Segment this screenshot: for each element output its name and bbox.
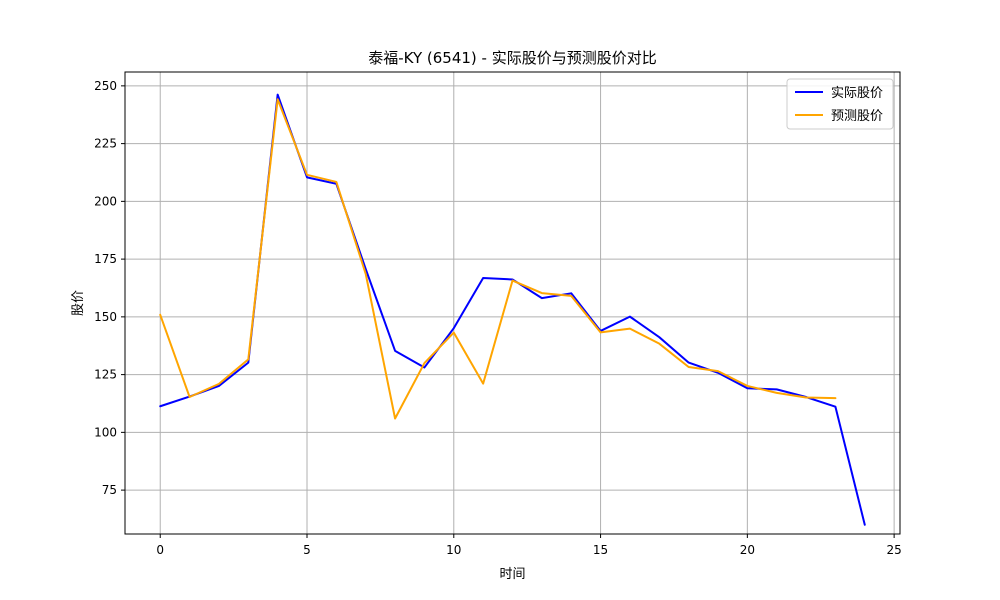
- y-axis-label: 股价: [71, 290, 86, 316]
- series-layer: [159, 93, 866, 526]
- y-tick-label: 75: [102, 483, 117, 497]
- x-tick-label: 5: [303, 543, 311, 557]
- series-line-predicted: [159, 98, 837, 420]
- y-tick-label: 150: [94, 310, 117, 324]
- legend-label-predicted: 预测股价: [831, 109, 883, 124]
- y-tick-label: 100: [94, 425, 117, 439]
- plot-area-frame: [124, 71, 901, 535]
- legend: 实际股价 预测股价: [786, 78, 894, 130]
- x-tick-label: 25: [886, 543, 901, 557]
- series-line-actual: [159, 93, 866, 526]
- y-tick-label: 125: [94, 368, 117, 382]
- y-tick-label: 225: [94, 137, 117, 151]
- y-tick-label: 175: [94, 252, 117, 266]
- chart-title: 泰福-KY (6541) - 实际股价与预测股价对比: [368, 49, 656, 67]
- axis-ticks: 0 5 10 15 20 25 75 100 125 150 175 200 225 250: [94, 79, 902, 557]
- x-tick-label: 20: [740, 543, 755, 557]
- x-tick-label: 10: [446, 543, 461, 557]
- y-tick-label: 250: [94, 79, 117, 93]
- x-tick-label: 0: [156, 543, 164, 557]
- grid: [125, 72, 900, 534]
- y-tick-label: 200: [94, 194, 117, 208]
- legend-label-actual: 实际股价: [831, 86, 883, 101]
- x-tick-label: 15: [593, 543, 608, 557]
- x-axis-label: 时间: [499, 567, 525, 582]
